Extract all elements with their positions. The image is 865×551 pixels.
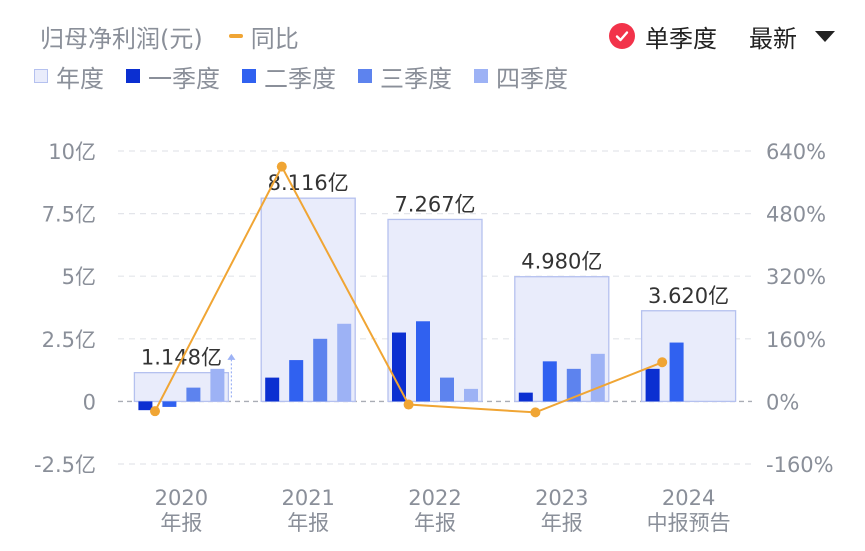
quarter-bar-q2: [162, 401, 177, 407]
legend-q3-label: 三季度: [380, 64, 452, 93]
quarter-bar-q1: [392, 332, 406, 402]
quarter-bar-q4: [590, 353, 605, 402]
yoy-point: [530, 407, 541, 418]
x-tick-year: 2023: [535, 486, 588, 510]
metric-title: 归母净利润(元): [40, 24, 203, 53]
dropdown-caret-icon: [815, 30, 835, 42]
y-left-tick-label: 7.5亿: [42, 203, 96, 227]
legend-q4-label: 四季度: [496, 64, 568, 93]
quarter-bar-q3: [566, 368, 581, 402]
legend-annual-label: 年度: [56, 64, 104, 93]
legend-item-annual[interactable]: 年度: [34, 59, 104, 94]
chart-controls: 单季度 最新: [609, 16, 835, 56]
quarter-bar-q2: [416, 321, 430, 402]
x-tick-label: 年报: [287, 511, 329, 535]
legend-item-q3[interactable]: 三季度: [358, 59, 452, 94]
q4-swatch: [474, 69, 488, 83]
single-season-label: 单季度: [645, 24, 717, 53]
x-tick-year: 2020: [155, 486, 208, 510]
quarter-bar-q4: [210, 368, 225, 402]
quarter-bar-q1: [518, 392, 533, 402]
annual-value-label: 4.980亿: [521, 250, 602, 274]
x-tick-label: 年报: [414, 511, 456, 535]
y-right-tick-label: -160%: [766, 453, 834, 477]
single-season-toggle[interactable]: 单季度: [609, 19, 717, 54]
legend-item-q4[interactable]: 四季度: [474, 59, 568, 94]
annual-swatch: [34, 69, 48, 83]
annual-value-label: 1.148亿: [141, 346, 222, 370]
x-tick-year: 2022: [408, 486, 461, 510]
y-right-tick-label: 480%: [766, 203, 826, 227]
legend-item-q2[interactable]: 二季度: [242, 59, 336, 94]
quarter-bar-q4: [464, 388, 478, 402]
quarter-bar-q1: [645, 368, 660, 402]
y-right-tick-label: 320%: [766, 265, 826, 289]
annual-value-label: 3.620亿: [648, 284, 729, 308]
quarter-bar-q2: [289, 360, 304, 402]
y-left-tick-label: 10亿: [48, 140, 96, 164]
latest-label: 最新: [749, 24, 797, 53]
quarter-bar-q2: [669, 342, 684, 402]
q2-swatch: [242, 69, 256, 83]
check-icon: [609, 23, 635, 49]
yoy-point: [276, 161, 287, 172]
y-left-tick-label: -2.5亿: [34, 453, 96, 477]
y-right-tick-label: 640%: [766, 140, 826, 164]
x-tick-year: 2021: [281, 486, 334, 510]
latest-dropdown[interactable]: 最新: [749, 19, 835, 54]
marker-arrow-icon: [227, 353, 236, 360]
yoy-point: [403, 399, 414, 410]
x-tick-year: 2024: [662, 486, 715, 510]
yoy-line-swatch: [228, 34, 243, 38]
x-tick-label: 年报: [160, 511, 202, 535]
annual-value-label: 8.116亿: [268, 171, 349, 195]
yoy-point: [150, 406, 160, 417]
quarter-bar-q3: [186, 387, 201, 402]
y-left-tick-label: 0: [83, 390, 96, 414]
legend-q2-label: 二季度: [264, 64, 336, 93]
quarter-bar-q4: [337, 323, 352, 402]
quarter-bar-q3: [313, 338, 328, 402]
legend-q1-label: 一季度: [148, 64, 220, 93]
quarter-bar-q1: [265, 377, 280, 402]
q3-swatch: [358, 69, 372, 83]
yoy-point: [657, 357, 668, 368]
legend-top: 归母净利润(元) 同比: [40, 16, 299, 56]
x-tick-label: 中报预告: [647, 511, 731, 535]
q1-swatch: [126, 69, 140, 83]
y-right-tick-label: 160%: [766, 328, 826, 352]
quarter-bar-q2: [542, 361, 557, 402]
quarter-bar-q3: [440, 377, 454, 402]
x-tick-label: 年报: [541, 511, 583, 535]
yoy-legend-label: 同比: [250, 24, 299, 53]
y-left-tick-label: 2.5亿: [42, 328, 96, 352]
quarter-bar-q1: [138, 401, 153, 411]
y-left-tick-label: 5亿: [62, 265, 96, 289]
legend-item-q1[interactable]: 一季度: [126, 59, 220, 94]
y-right-tick-label: 0%: [766, 390, 799, 414]
legend-series: 年度 一季度 二季度 三季度 四季度: [34, 58, 590, 94]
annual-value-label: 7.267亿: [394, 192, 475, 216]
